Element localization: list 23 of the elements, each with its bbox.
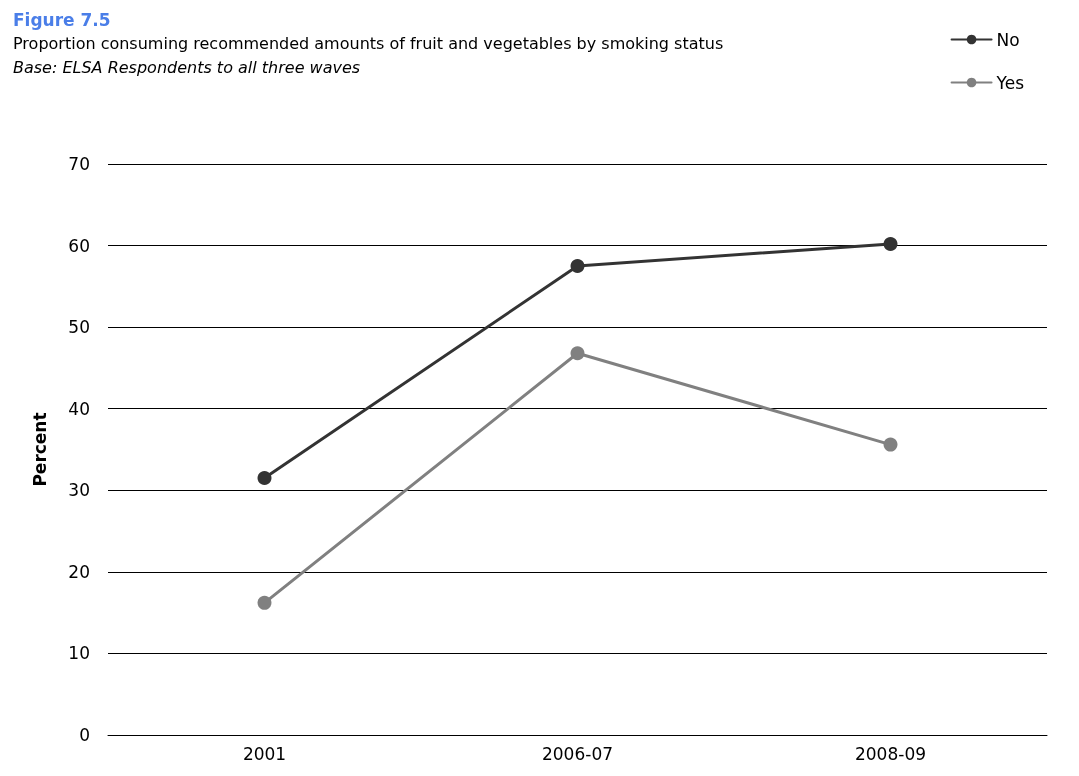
chart-title: Figure 7.5 bbox=[13, 9, 111, 30]
point bbox=[570, 346, 585, 361]
text: Base: ELSA Respondents to all three waves bbox=[13, 57, 361, 77]
point bbox=[883, 236, 898, 251]
point bbox=[257, 595, 272, 610]
x-tick-label: 2001 bbox=[242, 743, 287, 764]
y-tick-label: 30 bbox=[68, 480, 90, 501]
y-tick-label: 60 bbox=[68, 235, 90, 256]
point bbox=[570, 258, 585, 273]
chart-subtitle: Proportion consuming recommended amounts of fruit and vegetables by smoking status bbox=[13, 33, 724, 53]
y-tick-label: 70 bbox=[68, 154, 90, 174]
legend-label: Yes bbox=[995, 72, 1025, 93]
y-tick-label: 50 bbox=[68, 317, 90, 338]
point bbox=[257, 471, 272, 486]
y-tick-label: 20 bbox=[68, 561, 90, 582]
x-tick-label: 2006-07 bbox=[541, 743, 614, 764]
y-tick-label: 40 bbox=[68, 398, 90, 419]
y-tick-label: 0 bbox=[79, 725, 90, 745]
y-tick-label: 10 bbox=[68, 643, 90, 664]
y-axis-title: Percent bbox=[29, 412, 50, 487]
x-tick-label: 2008-09 bbox=[854, 743, 927, 764]
point bbox=[883, 437, 898, 452]
legend-label: No bbox=[996, 29, 1020, 50]
